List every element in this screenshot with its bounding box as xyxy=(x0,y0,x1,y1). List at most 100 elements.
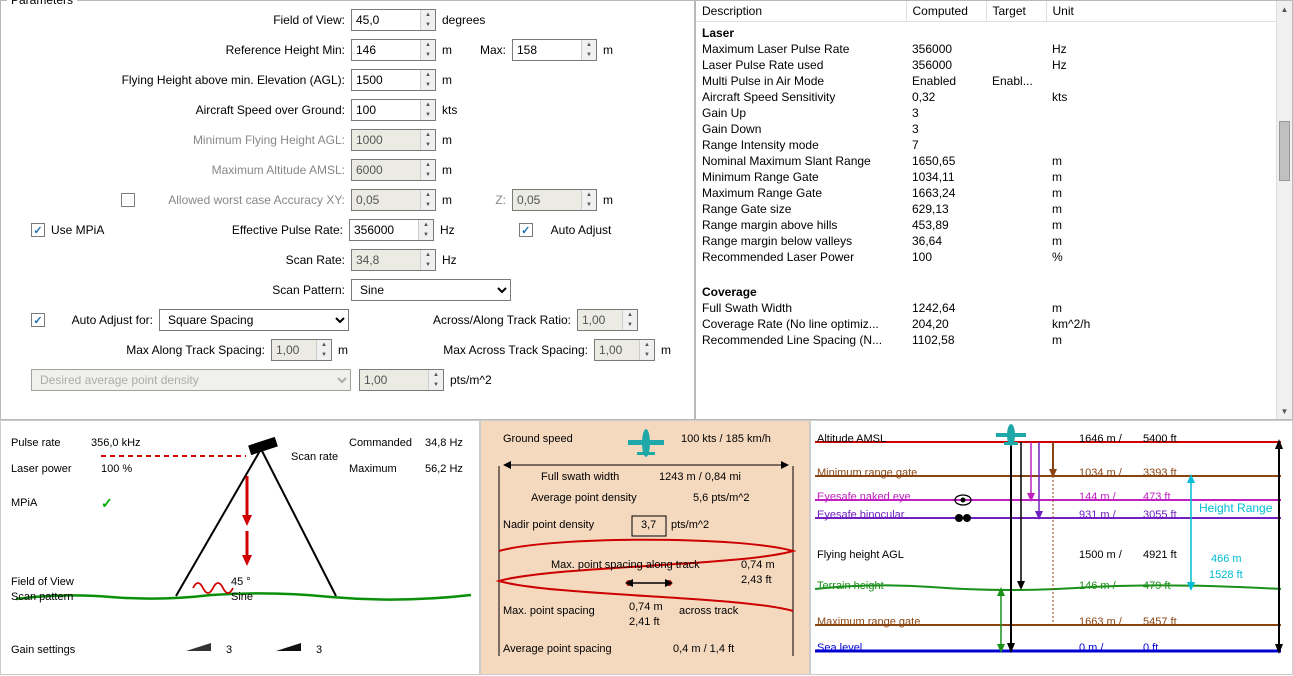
epr-label: Effective Pulse Rate: xyxy=(121,223,349,237)
d2-avg-density-lbl: Average point density xyxy=(531,492,637,504)
d1-pulse-rate-lbl: Pulse rate xyxy=(11,437,61,449)
d2-across-suffix: across track xyxy=(679,605,738,617)
density-select: Desired average point density xyxy=(31,369,351,391)
d3-row-m: 146 m / xyxy=(1079,580,1116,592)
scan-rate-input: ▲▼ xyxy=(351,249,436,271)
fov-input[interactable]: ▲▼ xyxy=(351,9,436,31)
speed-label: Aircraft Speed over Ground: xyxy=(11,103,351,117)
acc-xy-input: ▲▼ xyxy=(351,189,436,211)
d1-pulse-rate-val: 356,0 kHz xyxy=(91,437,141,449)
d2-along-val1: 0,74 m xyxy=(741,559,775,571)
d3-height-range-m: 466 m xyxy=(1211,553,1242,565)
d3-row-label: Minimum range gate xyxy=(817,467,917,479)
d1-scan-pattern-val: Sine xyxy=(231,591,253,603)
max-alt-input: ▲▼ xyxy=(351,159,436,181)
d2-gs-lbl: Ground speed xyxy=(503,433,573,445)
fh-agl-input[interactable]: ▲▼ xyxy=(351,69,436,91)
results-col-0[interactable]: Description xyxy=(696,1,906,22)
auto-adjust-for-checkbox[interactable] xyxy=(31,313,45,327)
mpia-label: Use MPiA xyxy=(51,223,121,237)
results-scrollbar[interactable]: ▲ ▼ xyxy=(1276,1,1292,419)
table-row[interactable]: Nominal Maximum Slant Range1650,65m xyxy=(696,153,1292,169)
scroll-down-icon[interactable]: ▼ xyxy=(1277,403,1292,419)
scan-pattern-select[interactable]: Sine xyxy=(351,279,511,301)
d2-swath-lbl: Full swath width xyxy=(541,471,619,483)
scanner-diagram: Pulse rate 356,0 kHz Laser power 100 % M… xyxy=(0,420,480,675)
d1-scan-rate-lbl: Scan rate xyxy=(291,451,338,463)
auto-adjust-checkbox[interactable] xyxy=(519,223,533,237)
accuracy-checkbox[interactable] xyxy=(121,193,135,207)
table-row[interactable]: Range Gate size629,13m xyxy=(696,201,1292,217)
d2-across-val1: 0,74 m xyxy=(629,601,663,613)
d1-commanded-val: 34,8 Hz xyxy=(425,437,463,449)
max-alt-label: Maximum Altitude AMSL: xyxy=(11,163,351,177)
scroll-up-icon[interactable]: ▲ xyxy=(1277,1,1292,17)
d2-nadir-unit: pts/m^2 xyxy=(671,519,709,531)
results-table: DescriptionComputedTargetUnit LaserMaxim… xyxy=(696,1,1292,364)
d3-row-label: Flying height AGL xyxy=(817,549,904,561)
results-panel: DescriptionComputedTargetUnit LaserMaxim… xyxy=(695,0,1293,420)
epr-input[interactable]: ▲▼ xyxy=(349,219,434,241)
d3-row-m: 1646 m / xyxy=(1079,433,1122,445)
d3-row-label: Terrain height xyxy=(817,580,884,592)
d3-row-label: Eyesafe naked eye xyxy=(817,491,911,503)
swath-diagram: Ground speed 100 kts / 185 km/h Full swa… xyxy=(480,420,810,675)
d2-gs-val: 100 kts / 185 km/h xyxy=(681,433,771,445)
mpia-checkbox[interactable] xyxy=(31,223,45,237)
results-col-1[interactable]: Computed xyxy=(906,1,986,22)
table-row[interactable]: Recommended Laser Power100% xyxy=(696,249,1292,265)
refh-max-label: Max: xyxy=(472,43,506,57)
table-row[interactable]: Minimum Range Gate1034,11m xyxy=(696,169,1292,185)
table-row[interactable]: Aircraft Speed Sensitivity0,32kts xyxy=(696,89,1292,105)
d3-row-m: 0 m / xyxy=(1079,642,1103,654)
d1-laser-power-lbl: Laser power xyxy=(11,463,72,475)
table-row[interactable]: Laser Pulse Rate used356000Hz xyxy=(696,57,1292,73)
acc-xy-label: Allowed worst case Accuracy XY: xyxy=(141,193,351,207)
altitude-diagram: Altitude AMSL1646 m /5400 ftMinimum rang… xyxy=(810,420,1293,675)
max-along-input: ▲▼ xyxy=(271,339,332,361)
table-row[interactable]: Full Swath Width1242,64m xyxy=(696,300,1292,316)
scan-rate-label: Scan Rate: xyxy=(11,253,351,267)
table-row[interactable]: Multi Pulse in Air ModeEnabledEnabl... xyxy=(696,73,1292,89)
auto-adjust-for-select[interactable]: Square Spacing xyxy=(159,309,349,331)
d2-along-val2: 2,43 ft xyxy=(741,574,772,586)
fov-unit: degrees xyxy=(442,13,485,27)
refh-min-input[interactable]: ▲▼ xyxy=(351,39,436,61)
fov-label: Field of View: xyxy=(11,13,351,27)
refh-max-input[interactable]: ▲▼ xyxy=(512,39,597,61)
table-row[interactable]: Maximum Laser Pulse Rate356000Hz xyxy=(696,41,1292,57)
d2-avg-density-val: 5,6 pts/m^2 xyxy=(693,492,750,504)
table-row[interactable]: Recommended Line Spacing (N...1102,58m xyxy=(696,332,1292,348)
d2-avg-spacing-lbl: Average point spacing xyxy=(503,643,612,655)
results-group: Laser xyxy=(696,22,1292,42)
table-row[interactable]: Gain Up3 xyxy=(696,105,1292,121)
scroll-thumb[interactable] xyxy=(1279,121,1290,181)
d1-scan-pattern-lbl: Scan pattern xyxy=(11,591,73,603)
d2-across-val2: 2,41 ft xyxy=(629,616,660,628)
max-across-input: ▲▼ xyxy=(594,339,655,361)
d2-along-lbl: Max. point spacing along track xyxy=(551,559,700,571)
table-row[interactable]: Range margin below valleys36,64m xyxy=(696,233,1292,249)
table-row[interactable]: Range Intensity mode7 xyxy=(696,137,1292,153)
speed-input[interactable]: ▲▼ xyxy=(351,99,436,121)
d1-fov-val: 45 ° xyxy=(231,576,251,588)
d3-row-ft: 3393 ft xyxy=(1143,467,1177,479)
results-col-2[interactable]: Target xyxy=(986,1,1046,22)
max-across-label: Max Across Track Spacing: xyxy=(348,343,594,357)
acc-z-label: Z: xyxy=(464,193,506,207)
d2-avg-spacing-val: 0,4 m / 1,4 ft xyxy=(673,643,734,655)
d1-gain-up-val: 3 xyxy=(226,644,232,656)
table-row[interactable]: Gain Down3 xyxy=(696,121,1292,137)
d3-row-m: 1034 m / xyxy=(1079,467,1122,479)
table-row[interactable]: Range margin above hills453,89m xyxy=(696,217,1292,233)
parameters-legend: Parameters xyxy=(7,0,77,7)
results-col-3[interactable]: Unit xyxy=(1046,1,1292,22)
table-row[interactable]: Maximum Range Gate1663,24m xyxy=(696,185,1292,201)
d1-maximum-val: 56,2 Hz xyxy=(425,463,463,475)
d1-gain-lbl: Gain settings xyxy=(11,644,75,656)
fh-agl-label: Flying Height above min. Elevation (AGL)… xyxy=(11,73,351,87)
binocular-icon xyxy=(955,514,971,522)
table-row[interactable]: Coverage Rate (No line optimiz...204,20k… xyxy=(696,316,1292,332)
d3-row-ft: 4921 ft xyxy=(1143,549,1177,561)
d3-row-ft: 479 ft xyxy=(1143,580,1171,592)
